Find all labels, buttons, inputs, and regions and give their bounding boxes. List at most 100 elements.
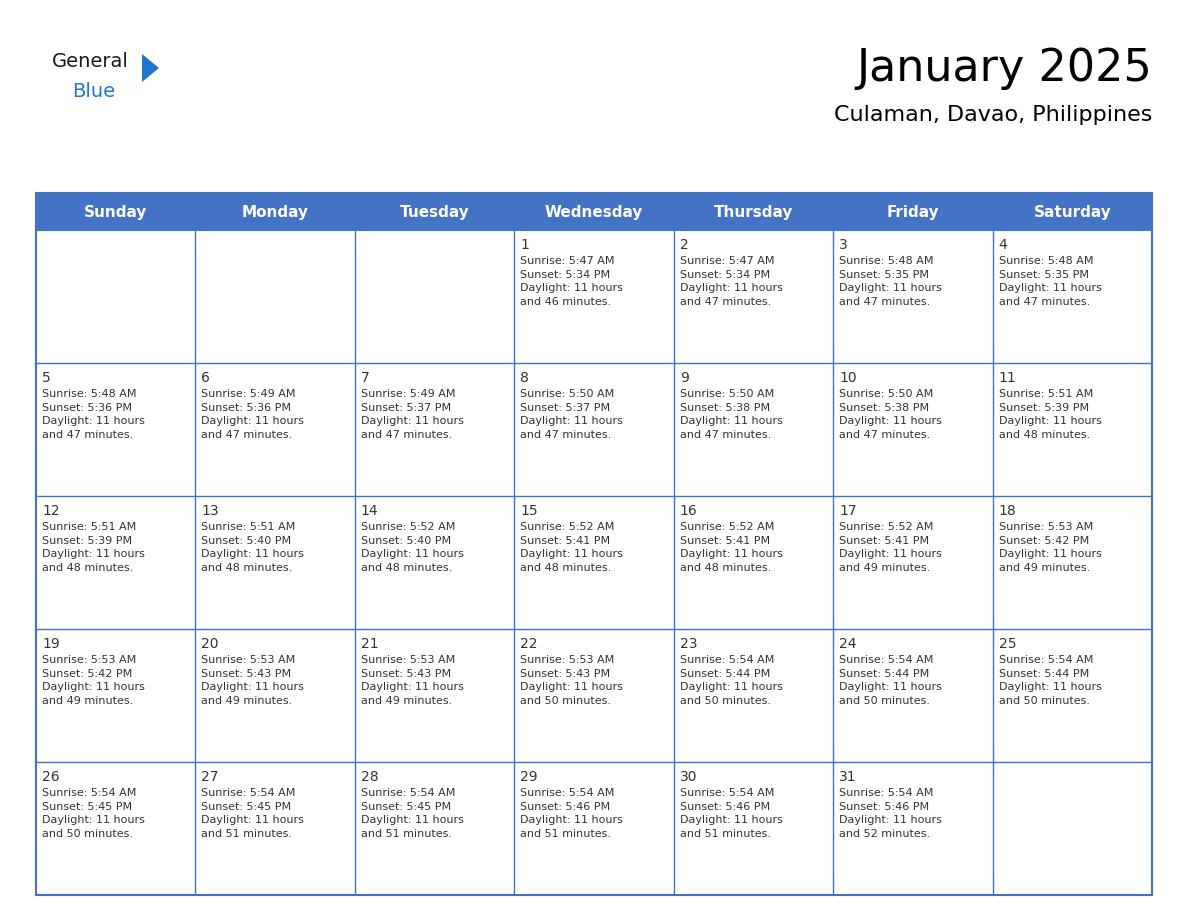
Text: Sunrise: 5:49 AM
Sunset: 5:37 PM
Daylight: 11 hours
and 47 minutes.: Sunrise: 5:49 AM Sunset: 5:37 PM Dayligh… [361,389,463,440]
Bar [36,363,196,496]
Text: Sunrise: 5:51 AM
Sunset: 5:40 PM
Daylight: 11 hours
and 48 minutes.: Sunrise: 5:51 AM Sunset: 5:40 PM Dayligh… [202,522,304,573]
Text: 21: 21 [361,637,379,651]
Text: Sunrise: 5:53 AM
Sunset: 5:43 PM
Daylight: 11 hours
and 49 minutes.: Sunrise: 5:53 AM Sunset: 5:43 PM Dayligh… [202,655,304,706]
Bar [674,230,833,363]
Text: Sunrise: 5:50 AM
Sunset: 5:38 PM
Daylight: 11 hours
and 47 minutes.: Sunrise: 5:50 AM Sunset: 5:38 PM Dayligh… [839,389,942,440]
Bar [514,629,674,762]
Text: Sunrise: 5:47 AM
Sunset: 5:34 PM
Daylight: 11 hours
and 47 minutes.: Sunrise: 5:47 AM Sunset: 5:34 PM Dayligh… [680,256,783,307]
Text: 29: 29 [520,770,538,784]
Bar [833,629,992,762]
Text: Sunrise: 5:54 AM
Sunset: 5:45 PM
Daylight: 11 hours
and 50 minutes.: Sunrise: 5:54 AM Sunset: 5:45 PM Dayligh… [42,788,145,839]
Bar [514,230,674,363]
Text: 12: 12 [42,504,59,518]
Text: January 2025: January 2025 [857,47,1152,89]
Text: Saturday: Saturday [1034,205,1111,220]
Bar [36,496,196,629]
Text: Sunrise: 5:53 AM
Sunset: 5:42 PM
Daylight: 11 hours
and 49 minutes.: Sunrise: 5:53 AM Sunset: 5:42 PM Dayligh… [42,655,145,706]
Bar [36,230,196,363]
Text: 26: 26 [42,770,59,784]
Text: 27: 27 [202,770,219,784]
Text: 4: 4 [999,238,1007,252]
Bar [196,629,355,762]
Text: Sunrise: 5:52 AM
Sunset: 5:41 PM
Daylight: 11 hours
and 49 minutes.: Sunrise: 5:52 AM Sunset: 5:41 PM Dayligh… [839,522,942,573]
Text: Sunrise: 5:52 AM
Sunset: 5:41 PM
Daylight: 11 hours
and 48 minutes.: Sunrise: 5:52 AM Sunset: 5:41 PM Dayligh… [680,522,783,573]
Bar [514,363,674,496]
Text: Sunrise: 5:49 AM
Sunset: 5:36 PM
Daylight: 11 hours
and 47 minutes.: Sunrise: 5:49 AM Sunset: 5:36 PM Dayligh… [202,389,304,440]
Text: 30: 30 [680,770,697,784]
Text: 8: 8 [520,371,529,385]
Text: 19: 19 [42,637,59,651]
Text: 6: 6 [202,371,210,385]
Text: 3: 3 [839,238,848,252]
Polygon shape [143,54,159,82]
Text: 25: 25 [999,637,1016,651]
Text: Sunrise: 5:54 AM
Sunset: 5:46 PM
Daylight: 11 hours
and 52 minutes.: Sunrise: 5:54 AM Sunset: 5:46 PM Dayligh… [839,788,942,839]
Text: Blue: Blue [72,82,115,101]
Bar [992,496,1152,629]
Bar [833,230,992,363]
Text: 17: 17 [839,504,857,518]
Text: Sunrise: 5:54 AM
Sunset: 5:45 PM
Daylight: 11 hours
and 51 minutes.: Sunrise: 5:54 AM Sunset: 5:45 PM Dayligh… [202,788,304,839]
Text: Monday: Monday [241,205,309,220]
Text: Sunrise: 5:51 AM
Sunset: 5:39 PM
Daylight: 11 hours
and 48 minutes.: Sunrise: 5:51 AM Sunset: 5:39 PM Dayligh… [999,389,1101,440]
Text: Culaman, Davao, Philippines: Culaman, Davao, Philippines [834,105,1152,125]
Text: Sunrise: 5:54 AM
Sunset: 5:46 PM
Daylight: 11 hours
and 51 minutes.: Sunrise: 5:54 AM Sunset: 5:46 PM Dayligh… [520,788,624,839]
Bar [674,363,833,496]
Bar [992,762,1152,895]
Bar [674,629,833,762]
Text: 20: 20 [202,637,219,651]
Text: Friday: Friday [886,205,940,220]
Text: 10: 10 [839,371,857,385]
Text: Sunrise: 5:54 AM
Sunset: 5:46 PM
Daylight: 11 hours
and 51 minutes.: Sunrise: 5:54 AM Sunset: 5:46 PM Dayligh… [680,788,783,839]
Bar [992,230,1152,363]
Bar [196,363,355,496]
Bar [36,629,196,762]
Bar [833,762,992,895]
Text: Sunrise: 5:54 AM
Sunset: 5:45 PM
Daylight: 11 hours
and 51 minutes.: Sunrise: 5:54 AM Sunset: 5:45 PM Dayligh… [361,788,463,839]
Text: Sunday: Sunday [84,205,147,220]
Bar [355,363,514,496]
Text: 9: 9 [680,371,689,385]
Text: 2: 2 [680,238,689,252]
Text: General: General [52,52,128,71]
Text: Sunrise: 5:53 AM
Sunset: 5:42 PM
Daylight: 11 hours
and 49 minutes.: Sunrise: 5:53 AM Sunset: 5:42 PM Dayligh… [999,522,1101,573]
Text: 5: 5 [42,371,51,385]
Text: Sunrise: 5:51 AM
Sunset: 5:39 PM
Daylight: 11 hours
and 48 minutes.: Sunrise: 5:51 AM Sunset: 5:39 PM Dayligh… [42,522,145,573]
Text: 18: 18 [999,504,1016,518]
Bar [992,629,1152,762]
Bar [833,363,992,496]
Bar [514,762,674,895]
Bar [36,195,1152,230]
Text: Sunrise: 5:53 AM
Sunset: 5:43 PM
Daylight: 11 hours
and 49 minutes.: Sunrise: 5:53 AM Sunset: 5:43 PM Dayligh… [361,655,463,706]
Text: 23: 23 [680,637,697,651]
Text: Sunrise: 5:52 AM
Sunset: 5:40 PM
Daylight: 11 hours
and 48 minutes.: Sunrise: 5:52 AM Sunset: 5:40 PM Dayligh… [361,522,463,573]
Text: Sunrise: 5:53 AM
Sunset: 5:43 PM
Daylight: 11 hours
and 50 minutes.: Sunrise: 5:53 AM Sunset: 5:43 PM Dayligh… [520,655,624,706]
Bar [674,762,833,895]
Text: Sunrise: 5:54 AM
Sunset: 5:44 PM
Daylight: 11 hours
and 50 minutes.: Sunrise: 5:54 AM Sunset: 5:44 PM Dayligh… [680,655,783,706]
Text: Sunrise: 5:47 AM
Sunset: 5:34 PM
Daylight: 11 hours
and 46 minutes.: Sunrise: 5:47 AM Sunset: 5:34 PM Dayligh… [520,256,624,307]
Bar [36,762,196,895]
Text: 1: 1 [520,238,529,252]
Text: Sunrise: 5:48 AM
Sunset: 5:35 PM
Daylight: 11 hours
and 47 minutes.: Sunrise: 5:48 AM Sunset: 5:35 PM Dayligh… [839,256,942,307]
Text: Sunrise: 5:48 AM
Sunset: 5:35 PM
Daylight: 11 hours
and 47 minutes.: Sunrise: 5:48 AM Sunset: 5:35 PM Dayligh… [999,256,1101,307]
Bar [355,762,514,895]
Text: 14: 14 [361,504,379,518]
Text: Sunrise: 5:48 AM
Sunset: 5:36 PM
Daylight: 11 hours
and 47 minutes.: Sunrise: 5:48 AM Sunset: 5:36 PM Dayligh… [42,389,145,440]
Text: Sunrise: 5:50 AM
Sunset: 5:37 PM
Daylight: 11 hours
and 47 minutes.: Sunrise: 5:50 AM Sunset: 5:37 PM Dayligh… [520,389,624,440]
Text: Sunrise: 5:52 AM
Sunset: 5:41 PM
Daylight: 11 hours
and 48 minutes.: Sunrise: 5:52 AM Sunset: 5:41 PM Dayligh… [520,522,624,573]
Text: Wednesday: Wednesday [545,205,643,220]
Text: 13: 13 [202,504,219,518]
Bar [355,230,514,363]
Text: 11: 11 [999,371,1016,385]
Text: Thursday: Thursday [714,205,794,220]
Text: 31: 31 [839,770,857,784]
Text: Sunrise: 5:54 AM
Sunset: 5:44 PM
Daylight: 11 hours
and 50 minutes.: Sunrise: 5:54 AM Sunset: 5:44 PM Dayligh… [999,655,1101,706]
Text: Tuesday: Tuesday [399,205,469,220]
Bar [674,496,833,629]
Bar [355,496,514,629]
Bar [36,195,1152,895]
Text: 16: 16 [680,504,697,518]
Text: 7: 7 [361,371,369,385]
Text: 24: 24 [839,637,857,651]
Text: 22: 22 [520,637,538,651]
